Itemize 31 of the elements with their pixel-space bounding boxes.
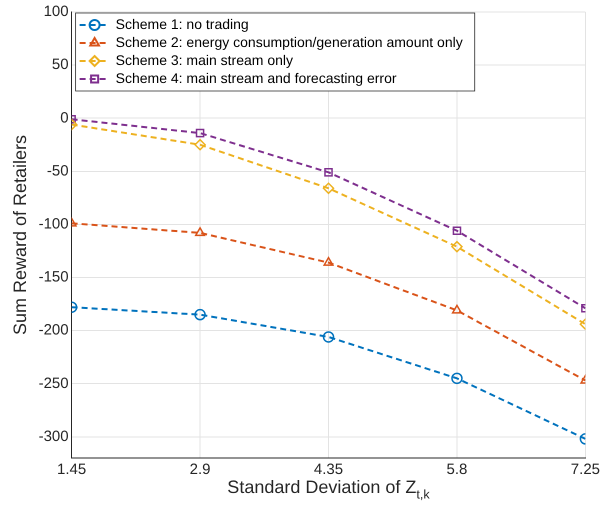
y-tick-label: -150 — [38, 268, 69, 286]
y-axis-title: Sum Reward of Retailers — [10, 134, 30, 336]
point — [196, 128, 204, 138]
x-tick-label: 2.9 — [190, 461, 210, 478]
point — [451, 372, 463, 384]
y-tick-label: 100 — [44, 3, 69, 20]
x-tick-label: 1.45 — [57, 461, 86, 478]
legend-label: Scheme 1: no trading — [116, 16, 249, 32]
point — [323, 256, 334, 266]
point — [452, 304, 462, 314]
point — [194, 308, 206, 320]
y-tick-label: -100 — [38, 216, 69, 233]
x-tick-label: 7.25 — [570, 461, 600, 478]
y-tick-label: -200 — [38, 322, 69, 339]
y-tick-label: 50 — [52, 56, 69, 74]
point — [324, 168, 333, 177]
y-tick-label: -50 — [46, 162, 69, 180]
x-tick-label: 4.35 — [314, 461, 344, 478]
point — [451, 240, 463, 252]
point — [194, 227, 206, 236]
y-tick-label: -300 — [38, 428, 69, 445]
point — [322, 182, 334, 194]
legend-label: Scheme 2: energy consumption/generation amount only — [116, 34, 463, 50]
point — [194, 138, 206, 150]
legend-label: Scheme 4: main stream and forecasting error — [116, 70, 397, 86]
y-tick-label: -250 — [38, 374, 69, 392]
point — [322, 331, 334, 343]
y-tick-label: 0 — [60, 109, 69, 126]
x-tick-label: 5.8 — [446, 461, 468, 478]
point — [452, 226, 462, 236]
legend-label: Scheme 3: main stream only — [116, 52, 294, 68]
